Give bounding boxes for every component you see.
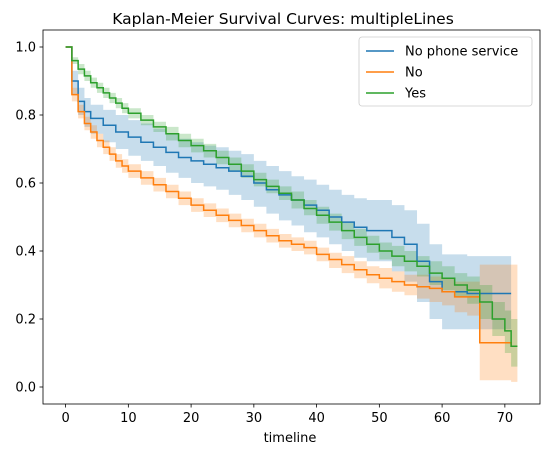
y-tick-label: 0.6 [15,177,36,192]
x-tick-label: 30 [246,411,263,426]
legend-label-yes: Yes [404,87,426,102]
confidence-bands [65,47,518,382]
x-tick-label: 20 [183,411,200,426]
survival-line-no-phone-service [65,46,512,295]
legend-box [358,36,533,107]
confidence-band-yes [65,47,518,367]
chart-title: Kaplan-Meier Survival Curves: multipleLi… [112,10,454,28]
x-tick-label: 0 [61,411,69,426]
survival-lines [65,46,518,347]
x-tick-label: 10 [120,411,137,426]
y-axis: 0.0 0.2 0.4 0.6 0.8 1.0 [15,41,43,396]
confidence-band-no-phone-service [65,47,512,330]
y-tick-label: 0.2 [15,313,36,328]
y-tick-label: 0.4 [15,245,36,260]
x-tick-label: 40 [308,411,325,426]
x-axis: 0 10 20 30 40 50 60 70 [61,404,513,426]
survival-line-no [65,46,518,347]
y-tick-label: 0.0 [15,381,36,396]
plot-frame [42,29,541,405]
x-tick-label: 70 [497,411,514,426]
survival-line-yes [65,46,518,347]
x-tick-label: 50 [371,411,388,426]
legend-label-no-phone-service: No phone service [405,45,518,60]
legend: No phone service No Yes [358,36,533,107]
x-tick-label: 60 [434,411,451,426]
y-tick-label: 0.8 [15,109,36,124]
x-axis-title: timeline [264,431,317,446]
y-tick-label: 1.0 [15,41,36,56]
legend-label-no: No [405,66,423,81]
